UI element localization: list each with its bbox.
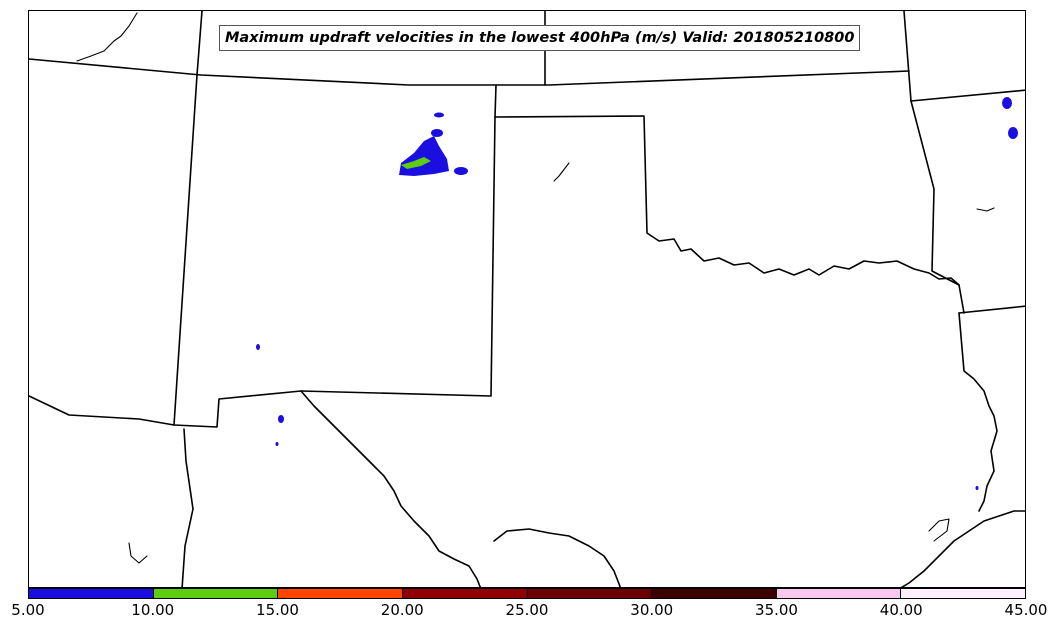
border-mexico-west [181,428,194,587]
colorbar-tick-label: 20.00 [380,601,424,619]
border-new-mexico-east [300,84,497,397]
colorbar-segment [402,589,528,598]
border-big-bend [493,528,622,587]
border-texas-mexico [300,390,482,587]
updraft-cell-small-4 [256,344,260,350]
colorbar [28,588,1026,599]
map-canvas [29,11,1025,587]
colorbar-segment [652,589,777,598]
updraft-cell-small-3 [454,167,468,175]
border-missouri-arkansas [910,100,960,286]
lake-kansas [553,162,570,182]
updraft-cell-small-9 [975,486,979,490]
colorbar-segment [776,589,902,598]
colorbar-segment [153,589,279,598]
border-oklahoma-north [494,115,965,314]
border-texas-louisiana [958,312,998,512]
updraft-cell-small-2 [434,112,444,118]
lake-texas-southwest [128,542,148,564]
border-arizona-south [29,390,302,428]
map-title: Maximum updraft velocities in the lowest… [219,25,861,51]
colorbar-tick-label: 15.00 [256,601,299,619]
lake-north [76,12,138,62]
colorbar-tick-label: 30.00 [630,601,674,619]
updraft-cell-small-7 [1002,97,1012,109]
border-colorado-west [196,11,203,76]
colorbar-labels: 5.00 10.00 15.00 20.00 25.00 30.00 35.00 40.00 4… [0,601,1060,625]
border-arkansas-louisiana [958,305,1025,314]
lake-east [976,207,995,212]
colorbar-tick-label: 5.00 [11,601,45,619]
colorbar-tick-label: 10.00 [131,601,175,619]
coast-bay [928,518,950,542]
colorbar-segment [278,589,403,598]
border-new-mexico-west [173,74,198,426]
updraft-cell-small-8 [1008,127,1018,139]
colorbar-tick-label: 35.00 [755,601,798,619]
border-northeast [903,11,1025,102]
updraft-cell-small-6 [275,442,279,446]
coast-gulf [900,510,1025,587]
colorbar-tick-label: 40.00 [879,601,923,619]
updraft-cell-core [401,157,431,169]
updraft-cell-small-1 [431,129,443,137]
colorbar-segment [901,589,1025,598]
colorbar-segment [29,589,154,598]
updraft-cell-small-5 [278,415,284,423]
colorbar-segment [527,589,653,598]
border-northern-states [29,58,910,86]
colorbar-tick-label: 45.00 [1004,601,1048,619]
map-panel: Maximum updraft velocities in the lowest… [28,10,1026,588]
updraft-cells [256,97,1018,490]
colorbar-tick-label: 25.00 [505,601,549,619]
updraft-cell-large [399,136,449,176]
